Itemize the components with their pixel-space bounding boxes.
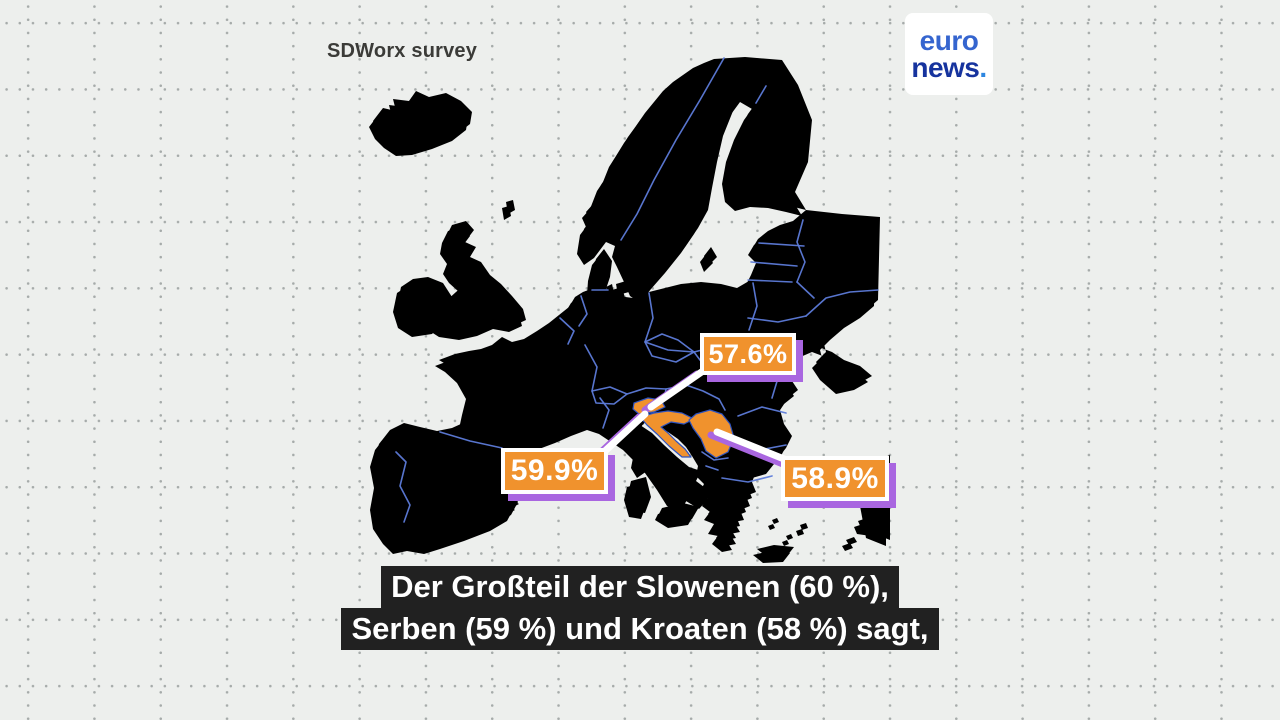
logo-text-news: news. [911, 52, 987, 83]
connector-serbia-label [713, 428, 793, 465]
slovenia-percentage-label: 59.9% [501, 448, 608, 494]
subtitle-captions: Der Großteil der Slowenen (60 %), Serben… [0, 566, 1280, 650]
croatia-shape [639, 410, 695, 458]
euronews-logo: euro news. [905, 13, 993, 95]
serbia-percentage-label: 58.9% [781, 456, 889, 501]
country-borders [395, 57, 879, 523]
logo-dot: . [979, 52, 987, 83]
connector-croatia-label [647, 367, 707, 411]
connector-slovenia-label [601, 410, 649, 455]
connector-lines [601, 367, 793, 465]
croatia-percentage-label: 57.6% [700, 333, 796, 375]
survey-source-title: SDWorx survey [327, 40, 478, 62]
subtitle-line-1: Der Großteil der Slowenen (60 %), [381, 566, 899, 608]
logo-text-euro: euro [919, 25, 979, 56]
subtitle-line-2: Serben (59 %) und Kroaten (58 %) sagt, [341, 608, 939, 650]
